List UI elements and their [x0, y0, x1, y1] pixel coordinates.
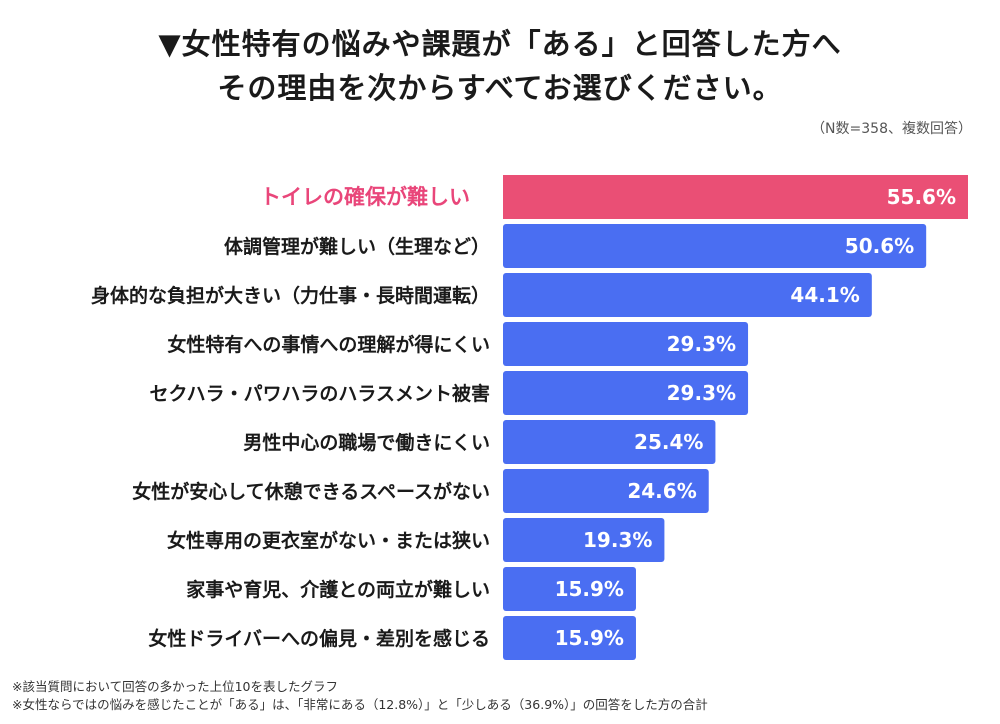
bar [503, 175, 968, 219]
bar-row: 男性中心の職場で働きにくい 25.4% [243, 420, 716, 464]
value-label: 24.6% [627, 479, 696, 503]
bar [503, 371, 749, 415]
bar-row: 身体的な負担が大きい（力仕事・長時間運転） 44.1% [91, 273, 872, 317]
sample-size-note: （N数=358、複数回答） [811, 121, 972, 137]
bar-row: セクハラ・パワハラのハラスメント被害 29.3% [150, 371, 749, 415]
bar [503, 273, 872, 317]
value-label: 55.6% [887, 185, 956, 209]
bar [503, 469, 709, 513]
bar [503, 518, 665, 562]
value-label: 15.9% [555, 626, 624, 650]
category-label: 家事や育児、介護との両立が難しい [186, 578, 490, 601]
category-label: 体調管理が難しい（生理など） [224, 235, 490, 258]
bar [503, 224, 927, 268]
category-label: 女性特有への事情への理解が得にくい [167, 333, 490, 356]
bar [503, 616, 636, 660]
footnote-2: ※女性ならではの悩みを感じたことが「ある」は、「非常にある（12.8%）」と「少… [12, 697, 708, 712]
category-label: 身体的な負担が大きい（力仕事・長時間運転） [91, 284, 490, 307]
category-label: トイレの確保が難しい [260, 185, 470, 209]
chart-title: ▼女性特有の悩みや課題が「ある」と回答した方へ その理由を次からすべてお選びくだ… [0, 22, 1000, 110]
category-label: セクハラ・パワハラのハラスメント被害 [150, 382, 490, 405]
value-label: 19.3% [583, 528, 652, 552]
title-line-2: その理由を次からすべてお選びください。 [217, 71, 783, 105]
bar-row: 女性専用の更衣室がない・または狭い 19.3% [167, 518, 665, 562]
value-label: 44.1% [790, 283, 859, 307]
category-label: 男性中心の職場で働きにくい [243, 431, 490, 454]
bar-row: 女性特有への事情への理解が得にくい 29.3% [167, 322, 749, 366]
value-label: 15.9% [555, 577, 624, 601]
footnotes: ※該当質問において回答の多かった上位10を表したグラフ ※女性ならではの悩みを感… [12, 678, 708, 714]
bar-row: 家事や育児、介護との両立が難しい 15.9% [186, 567, 636, 611]
bar [503, 420, 716, 464]
bar-row: トイレの確保が難しい 55.6% [260, 175, 968, 219]
value-label: 25.4% [634, 430, 703, 454]
value-label: 29.3% [667, 332, 736, 356]
category-label: 女性専用の更衣室がない・または狭い [167, 529, 490, 552]
category-label: 女性が安心して休憩できるスペースがない [132, 480, 490, 503]
bar-row: 女性が安心して休憩できるスペースがない 24.6% [132, 469, 709, 513]
title-line-1: ▼女性特有の悩みや課題が「ある」と回答した方へ [158, 27, 842, 61]
bar [503, 322, 749, 366]
category-label: 女性ドライバーへの偏見・差別を感じる [148, 627, 490, 650]
bar [503, 567, 636, 611]
bar-row: 体調管理が難しい（生理など） 50.6% [224, 224, 927, 268]
value-label: 50.6% [845, 234, 914, 258]
value-label: 29.3% [667, 381, 736, 405]
bar-row: 女性ドライバーへの偏見・差別を感じる 15.9% [148, 616, 636, 660]
footnote-1: ※該当質問において回答の多かった上位10を表したグラフ [12, 679, 339, 694]
